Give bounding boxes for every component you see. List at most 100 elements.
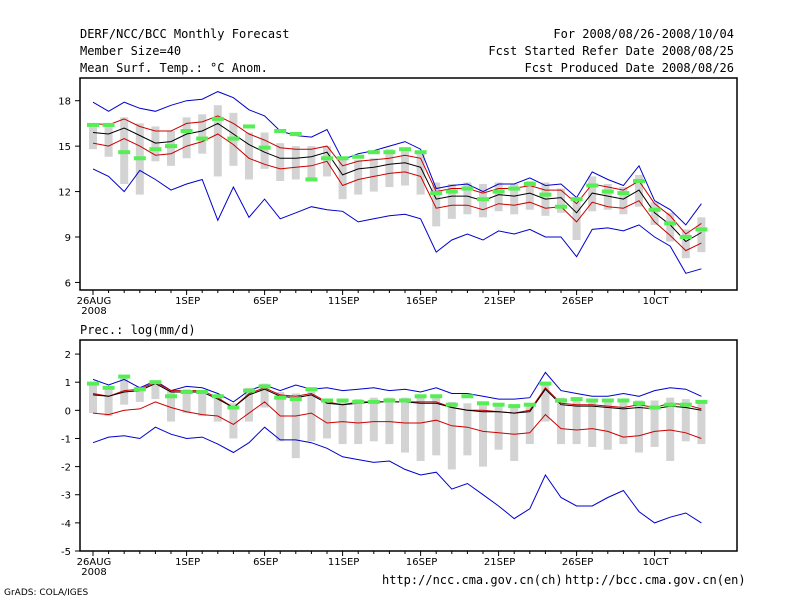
- ensemble-box: [182, 117, 191, 159]
- ensemble-box: [245, 387, 253, 422]
- ensemble-box: [479, 404, 487, 467]
- max-line: [92, 91, 702, 226]
- observation-marker: [492, 189, 505, 194]
- ensemble-box: [354, 159, 363, 195]
- observation-marker: [258, 384, 271, 389]
- ensemble-box: [463, 182, 472, 215]
- x-tick-label: 16SEP: [406, 557, 437, 568]
- ensemble-box: [463, 403, 472, 456]
- ensemble-box: [541, 385, 550, 422]
- observation-marker: [523, 182, 536, 186]
- observation-marker: [321, 156, 333, 161]
- ensemble-box: [603, 400, 612, 450]
- ensemble-box: [432, 396, 441, 456]
- observation-marker: [695, 399, 708, 404]
- ensemble-box: [447, 184, 456, 219]
- observation-marker: [274, 129, 287, 133]
- ensemble-box: [572, 399, 581, 445]
- observation-marker: [383, 398, 396, 403]
- observation-marker: [336, 156, 349, 161]
- observation-marker: [445, 402, 458, 407]
- observation-marker: [555, 398, 567, 403]
- ensemble-box: [276, 143, 285, 181]
- x-tick-label: 26SEP: [562, 557, 593, 568]
- ensemble-box: [135, 386, 144, 402]
- ensemble-box: [354, 399, 363, 445]
- ensemble-box: [401, 149, 409, 186]
- observation-marker: [180, 129, 193, 133]
- observation-marker: [211, 116, 224, 121]
- ensemble-box: [307, 146, 316, 180]
- observation-marker: [508, 404, 521, 409]
- observation-marker: [570, 197, 583, 202]
- ensemble-box: [681, 229, 690, 259]
- observation-marker: [305, 387, 318, 392]
- ensemble-box: [104, 123, 113, 157]
- ensemble-box: [525, 406, 534, 445]
- observation-marker: [258, 145, 271, 150]
- observation-marker: [430, 394, 443, 399]
- ensemble-box: [104, 389, 113, 416]
- observation-marker: [492, 402, 505, 407]
- member-size-label: Member Size=40: [80, 44, 182, 58]
- ensemble-box: [494, 406, 503, 450]
- observation-marker: [180, 390, 193, 395]
- ensemble-box: [666, 397, 675, 461]
- ensemble-box: [385, 149, 394, 188]
- observation-marker: [679, 402, 692, 407]
- max-line: [92, 371, 702, 403]
- ncc-link[interactable]: http://ncc.cma.gov.cn(ch): [382, 573, 563, 587]
- lower-spread-line: [92, 401, 702, 439]
- observation-marker: [133, 156, 146, 161]
- ensemble-box: [447, 401, 456, 470]
- chart-panel-1: 6 9 12 15 18 26AUG 1SEP 6SEP 11SEP 16SEP 21SEP 26SE…: [58, 77, 738, 337]
- ensemble-box: [697, 403, 706, 445]
- observation-marker: [87, 122, 99, 127]
- ensemble-box: [291, 146, 300, 180]
- observation-marker: [695, 227, 708, 232]
- observation-marker: [196, 390, 209, 395]
- observation-marker: [461, 394, 474, 399]
- observation-marker: [367, 150, 380, 155]
- x-tick-label: 6SEP: [253, 557, 278, 568]
- forecast-period: For 2008/08/26-2008/10/04: [553, 27, 734, 41]
- ensemble-box: [323, 399, 331, 439]
- observation-marker: [664, 402, 677, 407]
- y-tick-label: -1: [61, 434, 71, 445]
- x-tick-label: 26SEP: [562, 296, 593, 307]
- x-tick-label: 10CT: [643, 557, 670, 568]
- ensemble-box: [510, 184, 519, 215]
- forecast-produced-date: Fcst Produced Date 2008/08/26: [524, 61, 734, 75]
- y-tick-label: 18: [58, 97, 71, 108]
- ensemble-box: [401, 397, 409, 453]
- ensemble-box: [650, 202, 659, 225]
- observation-marker: [149, 147, 162, 152]
- y-tick-label: 12: [58, 188, 71, 199]
- chart-panel-2: -5 -4 -3 -2 -1 0 1 2 26AUG 1SEP 6SEP 11SEP 16SEP 21SE…: [61, 339, 738, 578]
- observation-marker: [648, 207, 661, 212]
- x-tick-label: 21SEP: [484, 557, 515, 568]
- observation-marker: [243, 388, 255, 393]
- forecast-started-date: Fcst Started Refer Date 2008/08/25: [488, 44, 734, 58]
- y-tick-label: 9: [65, 233, 71, 244]
- y-tick-label: 0: [65, 406, 71, 417]
- observation-marker: [227, 405, 240, 410]
- bcc-link[interactable]: http://bcc.cma.gov.cn(en): [565, 573, 746, 587]
- ensemble-box: [416, 153, 425, 195]
- x-year-label: 2008: [81, 567, 106, 578]
- observation-marker: [102, 122, 115, 127]
- ensemble-box: [369, 158, 378, 192]
- y-tick-label: 1: [65, 378, 71, 389]
- ensemble-box: [260, 132, 269, 169]
- ensemble-box: [697, 217, 706, 253]
- observation-marker: [165, 144, 177, 149]
- observation-marker: [679, 235, 692, 239]
- observation-marker: [352, 399, 365, 404]
- observation-marker: [243, 124, 255, 129]
- observation-marker: [586, 183, 599, 188]
- ensemble-mean-line: [92, 383, 702, 414]
- ensemble-box: [650, 400, 659, 447]
- observation-marker: [508, 186, 521, 191]
- y-tick-label: 6: [65, 278, 71, 289]
- ensemble-box: [619, 187, 628, 215]
